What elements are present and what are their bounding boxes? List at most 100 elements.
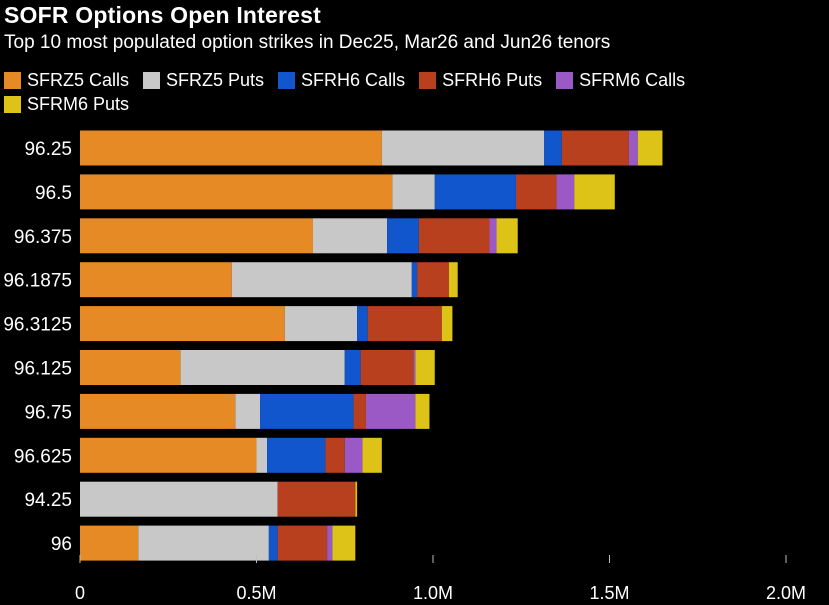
- chart-title: SOFR Options Open Interest: [4, 2, 322, 28]
- bar-segment-sfrh6-puts: [277, 481, 356, 517]
- bar-segment-sfrh6-calls: [260, 393, 354, 429]
- legend-item-sfrh6-puts: SFRH6 Puts: [419, 70, 542, 90]
- bar-segment-sfrh6-puts: [561, 130, 629, 166]
- bar-segment-sfrm6-calls: [344, 437, 363, 473]
- x-tick-label: 2.0M: [766, 583, 806, 603]
- legend-label: SFRM6 Calls: [579, 70, 686, 90]
- bar-group-96-25: 96.25: [24, 130, 663, 166]
- legend-swatch: [4, 95, 21, 113]
- bar-segment-sfrh6-calls: [267, 437, 326, 473]
- bar-segment-sfrh6-puts: [353, 393, 366, 429]
- bar-segment-sfrz5-calls: [80, 437, 257, 473]
- bar-segment-sfrm6-calls: [489, 218, 497, 254]
- legend-label: SFRZ5 Puts: [166, 70, 265, 90]
- bar-segment-sfrm6-puts: [362, 437, 382, 473]
- chart-subtitle: Top 10 most populated option strikes in …: [4, 32, 611, 53]
- bar-segment-sfrz5-puts: [381, 130, 545, 166]
- legend-swatch: [278, 71, 296, 89]
- bar-group-96-125: 96.125: [14, 350, 435, 385]
- bar-segment-sfrm6-puts: [637, 130, 663, 166]
- bar-segment-sfrm6-puts: [448, 262, 458, 298]
- x-tick-label: 0: [75, 583, 85, 603]
- x-tick-label: 1.0M: [413, 583, 453, 603]
- bar-group-96-5: 96.5: [35, 174, 615, 210]
- legend-label: SFRH6 Puts: [442, 70, 543, 90]
- x-tick-label: 1.5M: [589, 583, 629, 603]
- bar-segment-sfrz5-calls: [80, 218, 313, 254]
- bar-segment-sfrz5-puts: [256, 437, 268, 473]
- legend-swatch: [419, 71, 437, 89]
- legend-item-sfrz5-puts: SFRZ5 Puts: [143, 70, 264, 90]
- x-tick-label: 0.5M: [236, 583, 276, 603]
- bar-group-96-3125: 96.3125: [3, 306, 453, 342]
- bar-segment-sfrz5-puts: [231, 262, 412, 298]
- chart-legend: SFRZ5 Calls SFRZ5 Puts SFRH6 Calls SFRH6 Pu…: [4, 70, 764, 114]
- bar-segment-sfrh6-puts: [417, 262, 449, 298]
- bar-segment-sfrz5-puts: [284, 306, 358, 342]
- bar-group-96-75: 96.75: [24, 393, 430, 429]
- bar-segment-sfrh6-calls: [387, 218, 419, 254]
- legend-swatch: [143, 71, 161, 89]
- bar-segment-sfrh6-calls: [268, 525, 278, 561]
- category-label: 96: [51, 534, 72, 555]
- legend-item-sfrm6-puts: SFRM6 Puts: [4, 94, 129, 114]
- bar-segment-sfrm6-puts: [332, 525, 356, 561]
- bar-segment-sfrz5-calls: [80, 306, 285, 342]
- bar-segment-sfrm6-puts: [415, 393, 430, 429]
- category-label: 96.1875: [3, 271, 72, 292]
- bar-segment-sfrm6-puts: [496, 218, 518, 254]
- category-label: 96.625: [14, 446, 72, 467]
- bar-group-96-375: 96.375: [14, 218, 518, 254]
- bar-segment-sfrz5-puts: [235, 393, 261, 429]
- bar-segment-sfrz5-calls: [80, 174, 393, 210]
- bar-segment-sfrm6-calls: [628, 130, 638, 166]
- category-label: 96.75: [24, 402, 72, 423]
- legend-label: SFRH6 Calls: [301, 70, 406, 90]
- category-label: 96.125: [14, 359, 72, 380]
- bar-segment-sfrh6-puts: [515, 174, 557, 210]
- bar-segment-sfrz5-puts: [180, 350, 345, 385]
- bar-segment-sfrm6-calls: [413, 350, 416, 385]
- bar-segment-sfrh6-calls: [357, 306, 368, 342]
- bar-segment-sfrh6-calls: [434, 174, 516, 210]
- bar-segment-sfrm6-calls: [556, 174, 575, 210]
- legend-label: SFRM6 Puts: [27, 94, 130, 114]
- bar-segment-sfrh6-puts: [325, 437, 345, 473]
- bar-segment-sfrm6-puts: [415, 350, 435, 385]
- legend-item-sfrm6-calls: SFRM6 Calls: [556, 70, 685, 90]
- legend-swatch: [4, 71, 21, 89]
- bar-group-94-25: 94.25: [24, 481, 358, 517]
- bar-segment-sfrz5-puts: [80, 481, 278, 517]
- legend-label: SFRZ5 Calls: [27, 70, 130, 90]
- bar-segment-sfrh6-calls: [411, 262, 418, 298]
- bar-segment-sfrz5-puts: [392, 174, 435, 210]
- bar-segment-sfrh6-puts: [367, 306, 442, 342]
- category-label: 96.375: [14, 227, 72, 248]
- category-label: 96.3125: [3, 315, 72, 336]
- bar-segment-sfrh6-calls: [344, 350, 361, 385]
- legend-swatch: [556, 71, 574, 89]
- bar-segment-sfrz5-puts: [312, 218, 388, 254]
- bar-segment-sfrm6-puts: [574, 174, 615, 210]
- bar-segment-sfrh6-calls: [544, 130, 562, 166]
- bar-segment-sfrm6-calls: [327, 525, 333, 561]
- legend-item-sfrh6-calls: SFRH6 Calls: [278, 70, 405, 90]
- bar-segment-sfrh6-puts: [277, 525, 328, 561]
- bar-segment-sfrh6-puts: [360, 350, 414, 385]
- bar-segment-sfrz5-calls: [80, 350, 181, 385]
- bar-group-96-625: 96.625: [14, 437, 382, 473]
- bar-group-96: 96: [51, 525, 356, 561]
- bar-segment-sfrz5-calls: [80, 130, 382, 166]
- bar-segment-sfrz5-calls: [80, 525, 139, 561]
- bar-segment-sfrz5-puts: [138, 525, 269, 561]
- bar-segment-sfrm6-puts: [355, 481, 358, 517]
- bar-group-96-1875: 96.1875: [3, 262, 458, 298]
- category-label: 96.25: [24, 139, 72, 160]
- bar-segment-sfrm6-puts: [441, 306, 453, 342]
- bar-segment-sfrm6-calls: [365, 393, 416, 429]
- category-label: 96.5: [35, 183, 72, 204]
- legend-item-sfrz5-calls: SFRZ5 Calls: [4, 70, 129, 90]
- category-label: 94.25: [24, 490, 72, 511]
- bar-segment-sfrh6-puts: [418, 218, 490, 254]
- bar-segment-sfrz5-calls: [80, 393, 236, 429]
